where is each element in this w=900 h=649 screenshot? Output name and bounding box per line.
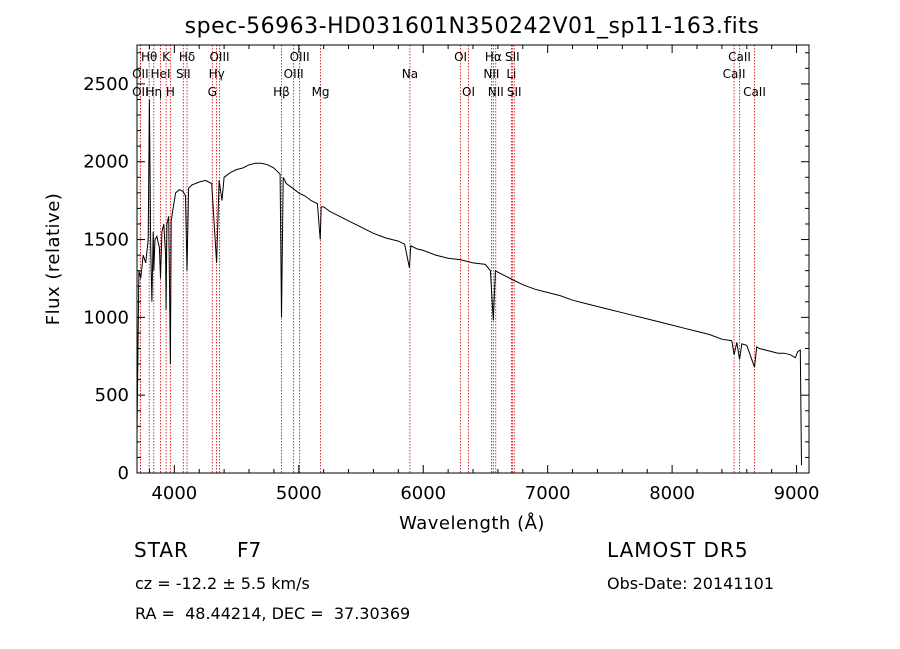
marker-label: CaII [723,67,746,81]
marker-label: Hγ [209,67,225,81]
chart-title: spec-56963-HD031601N350242V01_sp11-163.f… [185,14,760,39]
marker-label: NII [483,67,499,81]
marker-label: OI [462,85,475,99]
marker-label: OIII [290,50,310,64]
marker-label: Hδ [179,50,195,64]
marker-label: HeI [151,67,171,81]
marker-label: Hα [485,50,502,64]
marker-label: NII [488,85,504,99]
object-class-label: STAR [134,538,189,562]
marker-label: Hβ [273,85,290,99]
marker-label: OII [132,85,149,99]
line-markers [139,45,755,473]
y-tick-label: 500 [95,385,129,406]
redshift-text: cz = -12.2 ± 5.5 km/s [135,574,310,593]
marker-label: OI [454,50,467,64]
x-axis-label: Wavelength (Å) [399,512,545,534]
x-tick-label: 7000 [525,483,571,504]
y-tick-label: 1500 [83,230,129,251]
spectral-type-label: F7 [237,538,262,562]
marker-label: Na [402,67,418,81]
marker-label: Hθ [141,50,157,64]
y-tick-label: 2000 [83,152,129,173]
coordinates-text: RA = 48.44214, DEC = 37.30369 [135,604,411,623]
marker-label: OIII [209,50,229,64]
marker-label: Mg [312,85,330,99]
x-tick-label: 6000 [400,483,446,504]
obs-date-text: Obs-Date: 20141101 [607,574,775,593]
survey-label: LAMOST DR5 [607,538,749,562]
x-tick-label: 8000 [649,483,695,504]
y-tick-label: 0 [118,463,129,484]
x-tick-label: 9000 [774,483,820,504]
x-tick-label: 4000 [151,483,197,504]
y-axis: 0 500 1000 1500 2000 2500 [83,52,809,484]
plot-frame [136,44,810,474]
marker-label: Hη [145,85,162,99]
marker-label: OII [132,67,149,81]
marker-label: SII [176,67,191,81]
marker-label: H [166,85,175,99]
x-axis: 4000 5000 6000 7000 8000 9000 [148,45,820,504]
marker-label: CaII [743,85,766,99]
y-tick-label: 2500 [83,74,129,95]
marker-label: CaII [728,50,751,64]
marker-label: Li [506,67,516,81]
marker-label: OIII [284,67,304,81]
spectrum-line [136,99,802,466]
y-axis-label: Flux (relative) [43,193,64,326]
marker-label: SII [507,85,522,99]
x-tick-label: 5000 [276,483,322,504]
marker-label: K [162,50,171,64]
marker-label: SII [505,50,520,64]
spectrum-plot: spec-56963-HD031601N350242V01_sp11-163.f… [43,14,820,534]
marker-label: G [208,85,217,99]
y-tick-label: 1000 [83,307,129,328]
